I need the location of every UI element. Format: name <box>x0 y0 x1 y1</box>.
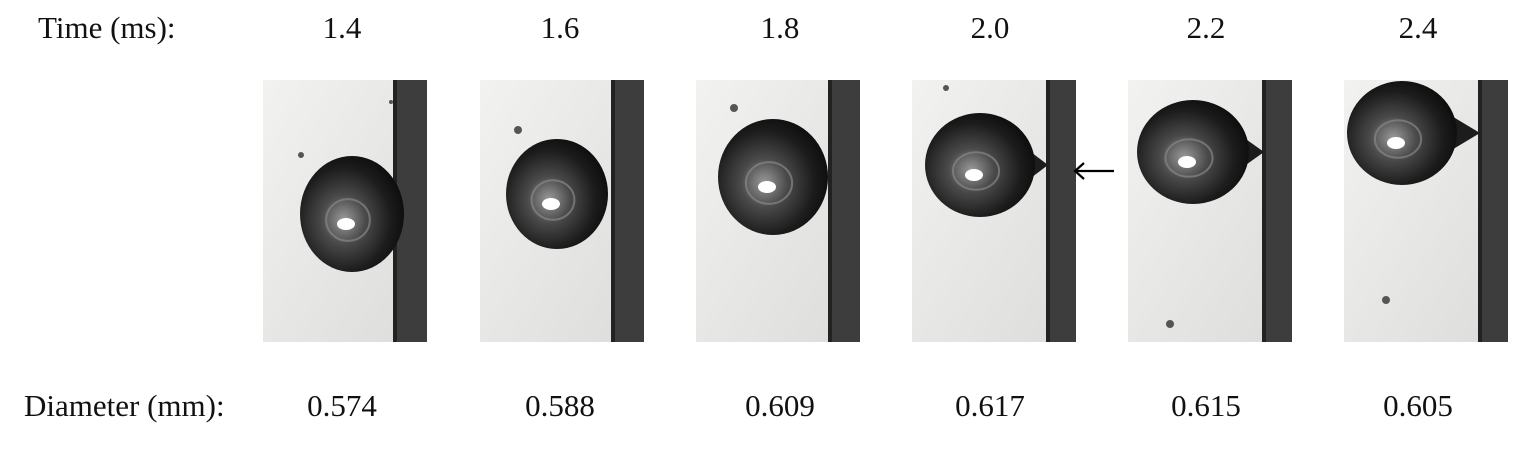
wall <box>1478 80 1508 342</box>
wall <box>611 80 644 342</box>
bubble-highlight <box>1387 137 1405 149</box>
bubble-frame <box>912 80 1076 342</box>
bubble-frame <box>1344 80 1508 342</box>
bubble-highlight <box>337 218 355 230</box>
time-value: 2.4 <box>1398 10 1438 45</box>
diameter-value: 0.588 <box>525 388 595 423</box>
wall <box>1262 80 1292 342</box>
bubble-highlight <box>965 169 983 181</box>
diameter-value: 0.609 <box>745 388 815 423</box>
wall <box>828 80 860 342</box>
time-value: 2.2 <box>1186 10 1226 45</box>
wall <box>1046 80 1076 342</box>
bubble <box>506 139 608 249</box>
bubble <box>1137 100 1249 204</box>
time-value: 1.6 <box>540 10 580 45</box>
diameter-value: 0.617 <box>955 388 1025 423</box>
time-value: 2.0 <box>970 10 1010 45</box>
bubble-highlight <box>542 198 560 210</box>
bubble <box>718 119 828 235</box>
diameter-value: 0.605 <box>1383 388 1453 423</box>
bubble-highlight <box>758 181 776 193</box>
diameter-row-label: Diameter (mm): <box>24 388 225 423</box>
bubble-highlight <box>1178 156 1196 168</box>
diameter-value: 0.615 <box>1171 388 1241 423</box>
bubble <box>300 156 404 272</box>
diameter-value: 0.574 <box>307 388 377 423</box>
bubble-frame <box>1128 80 1292 342</box>
bubble-frame <box>480 80 644 342</box>
time-value: 1.8 <box>760 10 800 45</box>
bubble-frame <box>263 80 427 342</box>
bubble <box>925 113 1035 217</box>
time-value: 1.4 <box>322 10 362 45</box>
bubble-frame <box>696 80 860 342</box>
time-row-label: Time (ms): <box>38 10 176 45</box>
bubble <box>1347 81 1457 185</box>
arrow-left-icon <box>1073 162 1114 180</box>
